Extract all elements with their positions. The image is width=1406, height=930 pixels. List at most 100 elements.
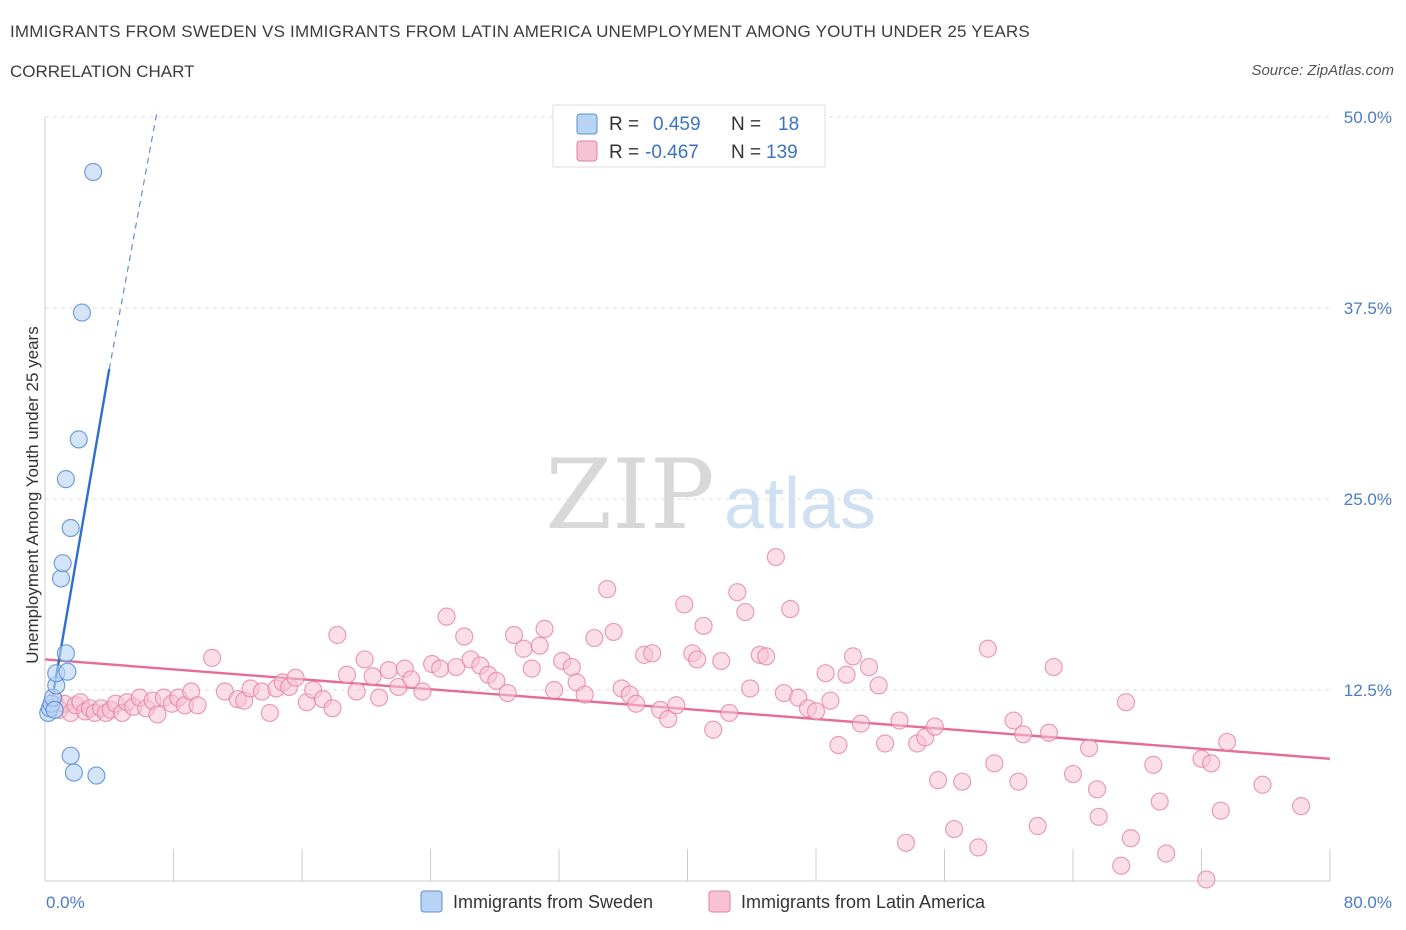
- watermark-zip: ZIP: [545, 439, 714, 551]
- latin-america-point-104: [837, 665, 856, 684]
- latin-america-point-107: [859, 657, 879, 677]
- latin-america-point-87: [704, 720, 723, 739]
- sweden-point-14: [64, 763, 84, 782]
- latin-america-point-122: [1009, 772, 1028, 791]
- latin-america-point-110: [890, 711, 909, 730]
- series-label-sweden: Immigrants from Sweden: [453, 892, 653, 912]
- sweden-point-13: [61, 746, 80, 765]
- y-axis-label: Unemployment Among Youth under 25 years: [23, 326, 42, 663]
- latin-america-point-88: [712, 651, 731, 671]
- source-label: Source: ZipAtlas.com: [1251, 62, 1394, 79]
- latin-america-point-100: [806, 702, 826, 721]
- y-tick-label-3: 50.0%: [1344, 108, 1392, 127]
- legend-swatch-latin: [576, 140, 598, 162]
- latin-america-point-103: [829, 735, 848, 755]
- sweden-point-12: [61, 518, 80, 538]
- latin-america-point-41: [328, 625, 347, 645]
- latin-america-point-111: [896, 833, 916, 852]
- x-tick-labels: 0.0% 80.0%: [46, 893, 1392, 912]
- latin-america-point-141: [1218, 732, 1237, 752]
- legend-swatch-sweden: [576, 113, 598, 135]
- latin-america-point-108: [869, 676, 888, 695]
- axes: [44, 117, 1331, 882]
- y-tick-labels: 12.5% 25.0% 37.5% 50.0%: [1344, 108, 1392, 700]
- latin-america-point-61: [498, 683, 517, 703]
- latin-america-point-71: [575, 685, 594, 704]
- latin-america-point-105: [843, 647, 863, 666]
- y-tick-label-0: 12.5%: [1344, 681, 1392, 700]
- sweden-point-10: [56, 644, 75, 663]
- latin-america-point-117: [953, 772, 972, 791]
- latin-america-point-25: [188, 696, 207, 715]
- latin-america-point-77: [626, 694, 646, 713]
- latin-america-point-139: [1202, 754, 1221, 773]
- watermark: ZIP atlas: [545, 439, 876, 551]
- legend-n-value-sweden: 18: [778, 114, 799, 135]
- latin-america-point-119: [978, 639, 997, 658]
- latin-america-point-121: [1004, 711, 1023, 730]
- latin-america-point-140: [1211, 801, 1230, 820]
- chart-title: IMMIGRANTS FROM SWEDEN VS IMMIGRANTS FRO…: [10, 22, 1030, 41]
- latin-america-point-102: [821, 691, 840, 710]
- latin-america-points: [45, 547, 1311, 889]
- latin-america-point-124: [1028, 816, 1047, 836]
- latin-america-point-54: [437, 607, 456, 626]
- sweden-point-7: [51, 569, 71, 588]
- latin-america-point-91: [736, 602, 755, 622]
- latin-america-point-53: [431, 659, 450, 678]
- latin-america-point-64: [522, 659, 541, 678]
- sweden-point-15: [69, 430, 88, 449]
- latin-america-point-36: [286, 668, 305, 687]
- y-tick-label-2: 37.5%: [1344, 299, 1392, 318]
- sweden-point-4: [45, 700, 64, 719]
- latin-america-point-55: [447, 657, 466, 677]
- latin-america-point-66: [535, 619, 554, 638]
- latin-america-point-142: [1253, 775, 1272, 794]
- latin-america-point-131: [1112, 856, 1131, 875]
- latin-america-point-133: [1121, 829, 1140, 848]
- latin-america-point-143: [1291, 797, 1311, 816]
- latin-america-point-46: [370, 688, 389, 707]
- latin-america-point-126: [1044, 657, 1063, 677]
- sweden-point-17: [84, 162, 103, 182]
- latin-america-point-132: [1116, 693, 1136, 712]
- y-tick-label-1: 25.0%: [1344, 490, 1392, 509]
- latin-america-point-89: [720, 703, 739, 723]
- latin-america-point-81: [659, 709, 678, 729]
- latin-america-point-72: [585, 628, 604, 648]
- latin-america-point-26: [202, 648, 222, 668]
- latin-america-point-74: [604, 622, 623, 642]
- latin-america-point-123: [1014, 725, 1033, 744]
- sweden-point-8: [53, 554, 72, 573]
- series-swatch-sweden: [420, 890, 443, 913]
- legend-r-label-sweden: R =: [609, 114, 639, 135]
- latin-america-point-86: [694, 616, 713, 635]
- latin-america-point-60: [487, 671, 506, 690]
- latin-america-point-62: [504, 625, 524, 645]
- latin-america-point-115: [928, 771, 948, 790]
- latin-america-point-56: [455, 627, 474, 646]
- latin-america-point-63: [514, 639, 533, 658]
- sweden-point-16: [72, 303, 92, 322]
- latin-america-point-67: [545, 680, 564, 700]
- latin-america-point-114: [925, 717, 944, 736]
- latin-america-point-118: [969, 838, 988, 857]
- legend-n-value-latin: 139: [766, 142, 798, 163]
- latin-america-point-65: [530, 636, 549, 655]
- latin-america-point-69: [562, 657, 581, 677]
- correlation-legend: R = 0.459 N = 18 R = -0.467 N = 139: [552, 104, 826, 168]
- latin-america-point-109: [875, 734, 895, 753]
- x-tick-label-1: 80.0%: [1344, 893, 1392, 912]
- legend-n-label-sweden: N =: [731, 114, 761, 135]
- latin-america-point-116: [945, 819, 964, 839]
- latin-america-point-94: [757, 647, 776, 666]
- series-label-latin: Immigrants from Latin America: [741, 892, 986, 912]
- latin-america-point-73: [598, 580, 617, 599]
- latin-america-point-136: [1157, 844, 1176, 863]
- latin-america-point-129: [1087, 780, 1107, 799]
- latin-america-point-128: [1079, 738, 1099, 758]
- latin-america-point-106: [851, 714, 871, 733]
- latin-america-point-135: [1150, 792, 1169, 811]
